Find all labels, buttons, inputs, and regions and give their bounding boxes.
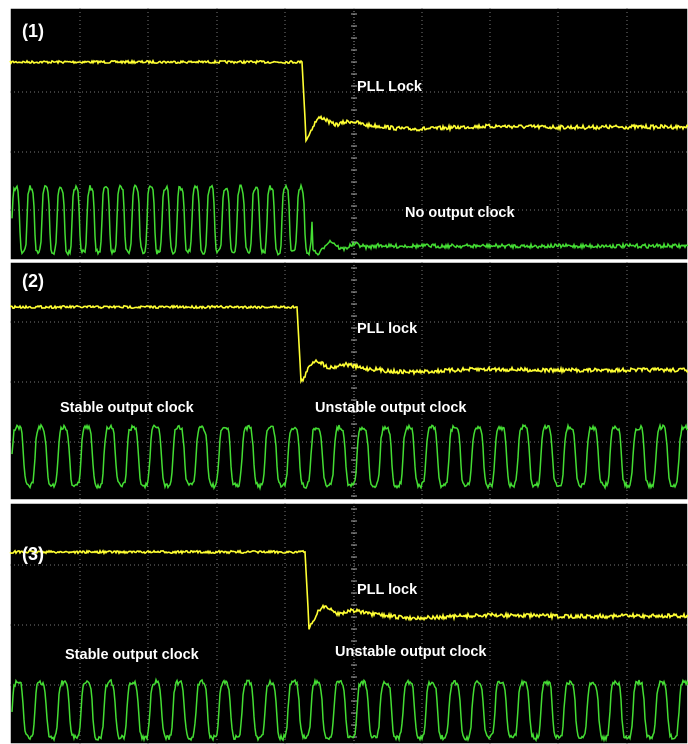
panel-frame (10, 503, 688, 744)
annotation: Unstable output clock (315, 400, 467, 416)
panel-label: (3) (22, 544, 44, 564)
annotation: PLL Lock (357, 79, 423, 95)
panel (10, 503, 688, 744)
panel-frame (10, 8, 688, 260)
annotation: Stable output clock (65, 647, 200, 663)
panel-label: (2) (22, 271, 44, 291)
panel-label: (1) (22, 21, 44, 41)
annotation: PLL lock (357, 582, 418, 598)
scope-figure: (1) PLL Lock No output clock (2) PLL loc… (0, 0, 688, 744)
panel (10, 8, 688, 260)
annotation: PLL lock (357, 321, 418, 337)
annotation: Unstable output clock (335, 644, 487, 660)
annotation: Stable output clock (60, 400, 195, 416)
annotation: No output clock (405, 205, 515, 221)
